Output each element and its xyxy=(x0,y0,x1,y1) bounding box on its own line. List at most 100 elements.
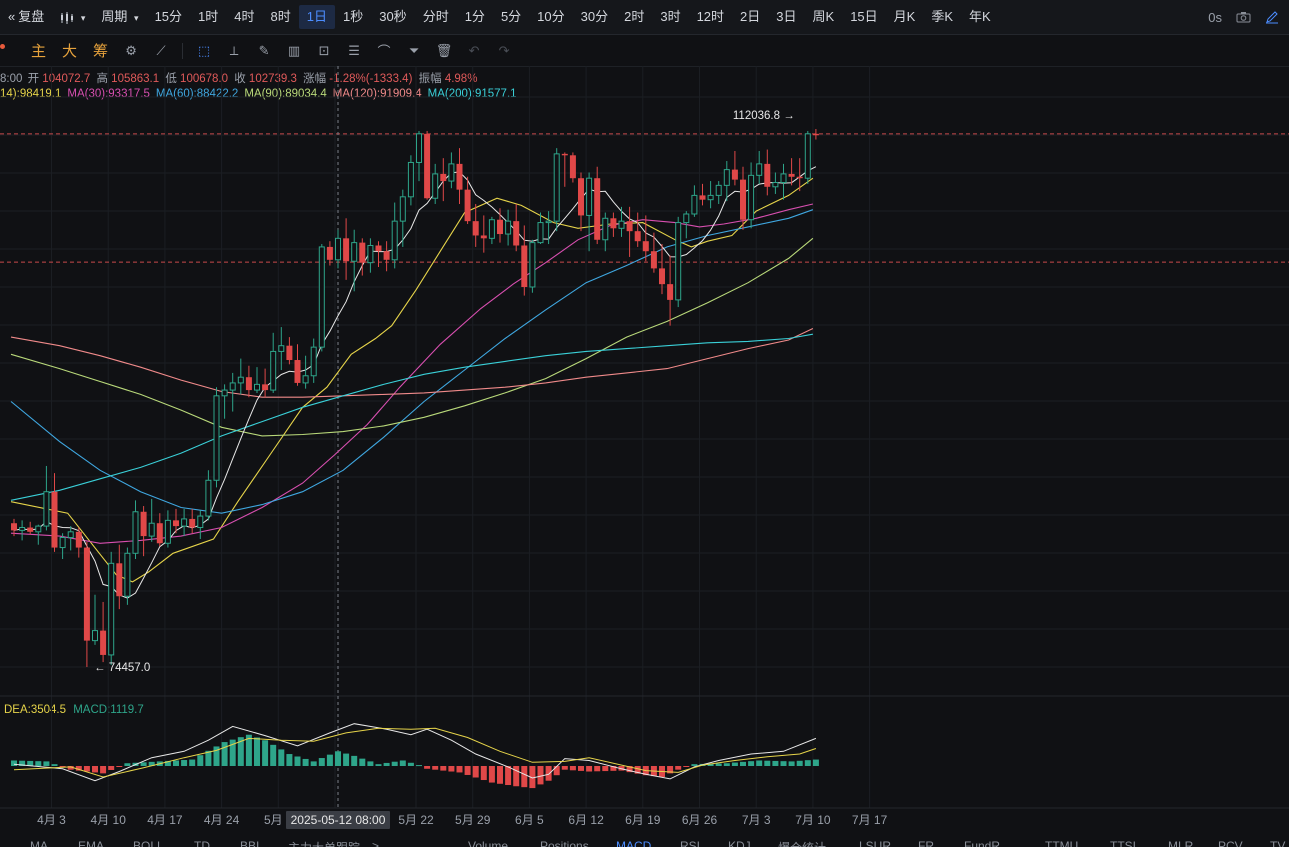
undo-icon[interactable]: ↶ xyxy=(468,42,480,58)
indicator-tab-10[interactable]: RSI xyxy=(680,839,701,847)
replay-button[interactable]: «复盘 xyxy=(0,5,52,29)
latency-value: 0s xyxy=(1208,9,1222,25)
interval-0[interactable]: 15分 xyxy=(154,9,183,24)
indicator-tab-20[interactable]: TV xyxy=(1270,839,1286,847)
interval-3[interactable]: 8时 xyxy=(270,9,291,24)
indicator-tabs: MA EMA BOLL TD BBI 主力大单跟踪 > Volume Positions MACD… xyxy=(0,833,1289,847)
draw-line-icon[interactable]: ⟋ xyxy=(156,42,166,58)
interval-1[interactable]: 1时 xyxy=(198,9,219,24)
candle-body xyxy=(748,174,755,221)
indicator-tab-16[interactable]: TTMU xyxy=(1045,839,1079,847)
candle-body xyxy=(626,221,633,232)
candle xyxy=(578,172,584,232)
macd-bar xyxy=(310,761,317,766)
interval-11[interactable]: 30分 xyxy=(580,9,609,24)
grid-lines xyxy=(0,66,1289,808)
indicator-tab-17[interactable]: TTSI xyxy=(1110,839,1136,847)
pen-icon[interactable]: ✎ xyxy=(258,42,270,58)
indicator-tab-1[interactable]: EMA xyxy=(78,839,105,847)
indicator-tab-19[interactable]: PCV xyxy=(1218,839,1243,847)
chart-type-button[interactable]: ▾ xyxy=(52,5,93,29)
indicator-tab-18[interactable]: MLR xyxy=(1168,839,1194,847)
interval-6[interactable]: 30秒 xyxy=(379,9,407,24)
candle-body xyxy=(164,519,171,544)
indicator-tab-7[interactable]: Volume xyxy=(468,839,509,847)
interval-20[interactable]: 季K xyxy=(931,9,953,24)
candle-body xyxy=(715,184,722,196)
drawing-toolbar: 主 大 筹 ⚙ ⟋ ⬚ ⟂ ✎ ▥ ⊡ ☰ ⌒ ⏷ 🗑 ↶ ↷ xyxy=(0,35,1289,67)
interval-16[interactable]: 3日 xyxy=(776,9,797,24)
camera-icon[interactable] xyxy=(1236,11,1251,23)
indicator-tab-2[interactable]: BOLL xyxy=(133,839,164,847)
indicator-tab-11[interactable]: KDJ xyxy=(728,839,751,847)
candle xyxy=(132,500,139,560)
main-indicator-button[interactable]: 主 xyxy=(31,43,47,60)
brush-icon[interactable]: ⌒ xyxy=(377,44,391,59)
candle xyxy=(375,241,382,267)
interval-8[interactable]: 1分 xyxy=(464,9,485,24)
macd-bar xyxy=(19,760,26,766)
indicator-tab-9[interactable]: MACD xyxy=(616,839,652,847)
big-order-button[interactable]: 大 xyxy=(62,43,78,60)
interval-13[interactable]: 3时 xyxy=(660,9,681,24)
interval-21[interactable]: 年K xyxy=(969,9,991,24)
interval-19[interactable]: 月K xyxy=(893,9,916,24)
candle xyxy=(764,149,771,196)
indicator-tab-12[interactable]: 爆仓统计 xyxy=(778,839,826,847)
macd-bar xyxy=(359,758,366,766)
period-dropdown[interactable]: 周期 ▾ xyxy=(93,5,146,29)
candle-body xyxy=(294,360,301,383)
chip-distribution-button[interactable]: 筹 xyxy=(93,43,109,60)
trash-icon[interactable]: 🗑 xyxy=(435,42,453,58)
candle xyxy=(812,129,819,140)
macd-bar xyxy=(578,766,584,771)
bars-pattern-icon[interactable]: ▥ xyxy=(287,42,301,58)
note-icon[interactable]: ☰ xyxy=(348,42,360,58)
interval-5[interactable]: 1秒 xyxy=(342,9,364,24)
indicator-tab-6[interactable]: > xyxy=(372,839,380,847)
macd-bar xyxy=(351,755,358,766)
macd-bar xyxy=(326,754,333,766)
interval-18[interactable]: 15日 xyxy=(850,9,878,24)
indicator-tab-15[interactable]: FundR xyxy=(964,839,1001,847)
cursor-select-icon[interactable]: ⬚ xyxy=(197,42,211,58)
indicator-tab-4[interactable]: BBI xyxy=(240,839,260,847)
candle xyxy=(796,158,803,192)
macd-bar xyxy=(497,766,503,784)
indicator-tab-14[interactable]: FR xyxy=(918,839,934,847)
candle xyxy=(156,513,163,547)
price-chart[interactable]: 112036.8 → ← 74457.0 4月 3 4月 10 4月 17 4月 24 5月… xyxy=(0,66,1289,833)
candle-body xyxy=(537,222,544,244)
indicator-tab-3[interactable]: TD xyxy=(194,839,210,847)
ma-line-ma120 xyxy=(10,328,814,398)
indicator-tab-5[interactable]: 主力大单跟踪 xyxy=(288,839,360,847)
interval-10[interactable]: 10分 xyxy=(537,9,565,24)
interval-7[interactable]: 分时 xyxy=(422,9,449,24)
interval-12[interactable]: 2时 xyxy=(624,9,645,24)
edit-pen-icon[interactable] xyxy=(1265,10,1279,24)
ma-line-ma14 xyxy=(10,177,814,583)
interval-2[interactable]: 4时 xyxy=(234,9,255,24)
indicator-tab-13[interactable]: LSUR xyxy=(859,839,892,847)
macd-bar xyxy=(286,754,293,766)
interval-14[interactable]: 12时 xyxy=(696,9,725,24)
indicator-tab-8[interactable]: Positions xyxy=(540,839,589,847)
x-tick-label: 5月 22 xyxy=(398,813,434,827)
price-range-icon[interactable]: ⊡ xyxy=(318,42,330,58)
candle-body xyxy=(51,491,58,548)
indicator-tab-0[interactable]: MA xyxy=(30,839,48,847)
filter-icon[interactable]: ⏷ xyxy=(408,42,420,58)
interval-17[interactable]: 周K xyxy=(812,9,835,24)
candle-body xyxy=(270,350,277,391)
interval-4[interactable]: 1日 xyxy=(298,5,335,29)
candle-body xyxy=(594,178,601,240)
redo-icon[interactable]: ↷ xyxy=(498,42,510,58)
interval-15[interactable]: 2日 xyxy=(740,9,761,24)
macd-bar xyxy=(148,761,155,766)
macd-bar xyxy=(59,766,66,767)
ruler-icon[interactable]: ⟂ xyxy=(229,42,239,58)
macd-bar xyxy=(602,766,609,772)
macd-bar xyxy=(205,750,212,766)
indicator-settings-icon[interactable]: ⚙ xyxy=(125,42,137,58)
interval-9[interactable]: 5分 xyxy=(500,9,522,24)
